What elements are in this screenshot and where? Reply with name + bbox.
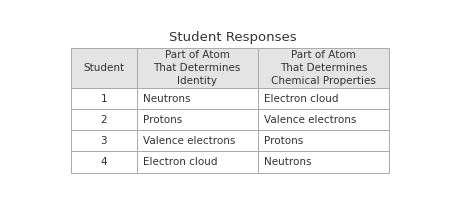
Text: Valence electrons: Valence electrons <box>143 136 235 146</box>
Bar <box>258 151 389 173</box>
Bar <box>136 88 258 109</box>
Text: Electron cloud: Electron cloud <box>143 157 217 167</box>
Bar <box>71 109 136 130</box>
Bar <box>71 151 136 173</box>
Bar <box>71 48 136 88</box>
Bar <box>71 88 136 109</box>
Bar <box>258 130 389 151</box>
Text: 3: 3 <box>101 136 107 146</box>
Text: Part of Atom
That Determines
Identity: Part of Atom That Determines Identity <box>153 51 241 86</box>
Text: 4: 4 <box>101 157 107 167</box>
Text: Electron cloud: Electron cloud <box>264 94 339 104</box>
Text: 2: 2 <box>101 115 107 125</box>
Text: Protons: Protons <box>143 115 182 125</box>
Bar <box>136 109 258 130</box>
Text: 1: 1 <box>101 94 107 104</box>
Text: Student Responses: Student Responses <box>169 31 297 44</box>
Text: Valence electrons: Valence electrons <box>264 115 357 125</box>
Bar <box>71 130 136 151</box>
Bar <box>258 48 389 88</box>
Bar <box>136 48 258 88</box>
Bar <box>136 130 258 151</box>
Bar <box>258 109 389 130</box>
Text: Protons: Protons <box>264 136 303 146</box>
Text: Student: Student <box>83 63 124 73</box>
Text: Neutrons: Neutrons <box>143 94 190 104</box>
Text: Neutrons: Neutrons <box>264 157 312 167</box>
Text: Part of Atom
That Determines
Chemical Properties: Part of Atom That Determines Chemical Pr… <box>271 51 376 86</box>
Bar <box>136 151 258 173</box>
Bar <box>258 88 389 109</box>
